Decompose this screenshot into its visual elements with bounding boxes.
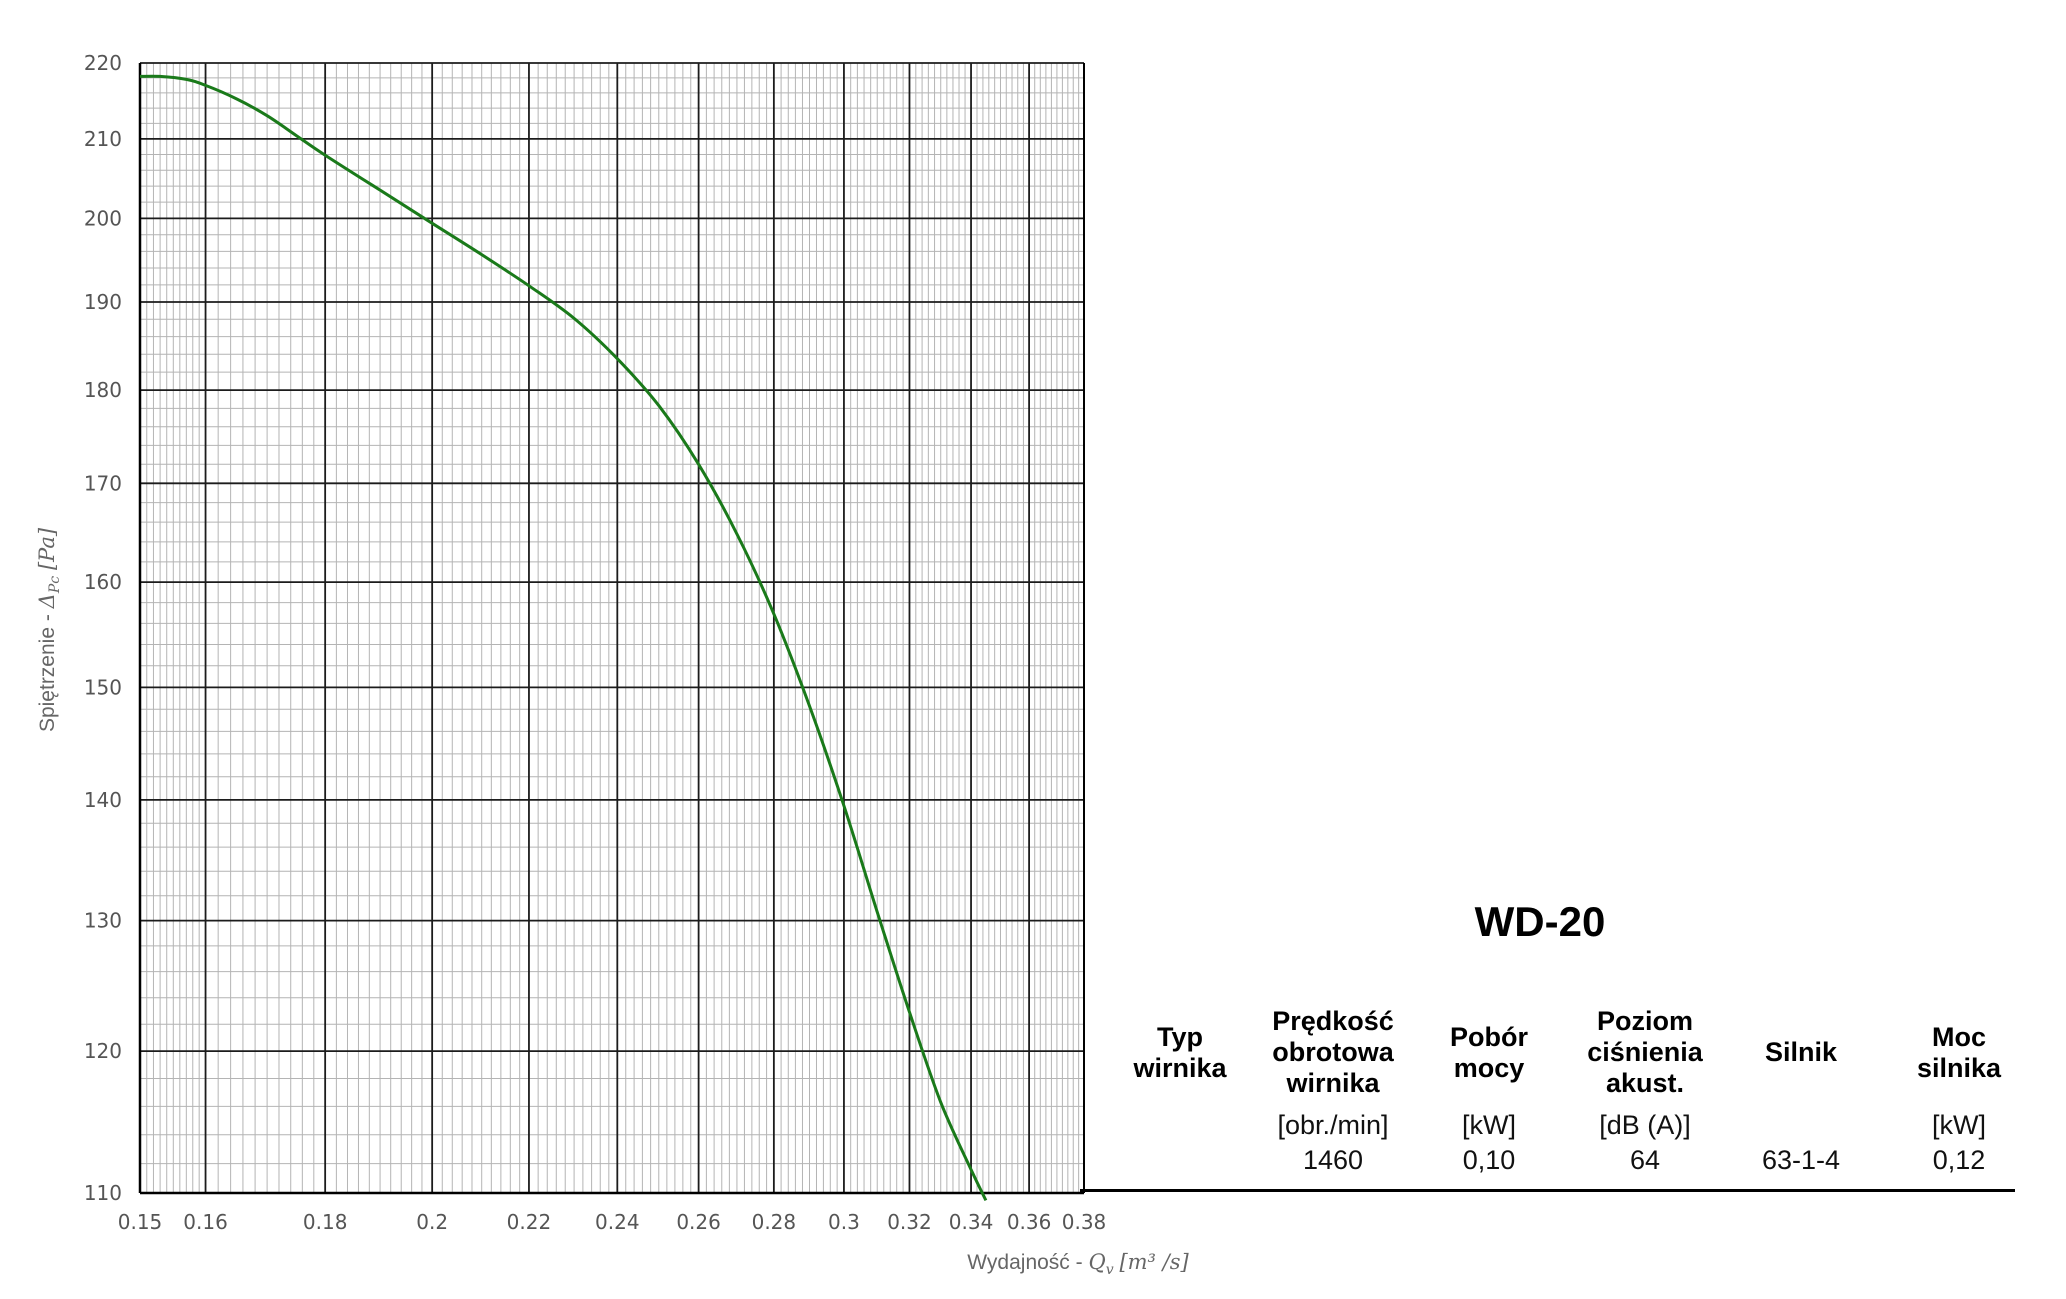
y-tick-label: 150 [84, 675, 122, 699]
y-tick-label: 110 [84, 1181, 122, 1205]
x-tick-label: 0.26 [676, 1210, 721, 1234]
y-tick-label: 120 [84, 1039, 122, 1063]
spec-unit: [dB (A)] [1599, 1110, 1691, 1140]
series-layer [139, 74, 988, 1202]
x-tick-label: 0.15 [118, 1210, 163, 1234]
x-axis-title: Wydajność - Qv [m³ /s] [967, 1250, 1189, 1278]
y-tick-label: 190 [84, 290, 122, 314]
spec-value: 63-1-4 [1761, 1145, 1841, 1175]
spec-header: Prędkość obrotowa wirnika [1272, 1006, 1394, 1098]
x-tick-label: 0.2 [416, 1210, 448, 1234]
x-tick-label: 0.34 [949, 1210, 994, 1234]
major-grid [138, 62, 1085, 1195]
spec-value: 0,10 [1462, 1145, 1516, 1175]
y-tick-label: 160 [84, 570, 122, 594]
spec-table: Typ wirnika Prędkość obrotowa wirnika [o… [1100, 1000, 2010, 1190]
x-tick-label: 0.22 [507, 1210, 552, 1234]
x-tick-label: 0.28 [752, 1210, 797, 1234]
spec-value: 64 [1629, 1145, 1661, 1175]
y-tick-label: 200 [84, 206, 122, 230]
spec-unit: [kW] [1462, 1110, 1516, 1140]
y-tick-label: 210 [84, 127, 122, 151]
minor-grid [140, 63, 1084, 1193]
table-bottom-rule [1080, 1189, 2015, 1192]
y-tick-label: 220 [84, 51, 122, 75]
x-tick-label: 0.16 [183, 1210, 228, 1234]
spec-unit: [kW] [1932, 1110, 1986, 1140]
performance-curve-line [139, 74, 988, 1202]
spec-header: Moc silnika [1916, 1021, 2002, 1083]
y-tick-label: 140 [84, 788, 122, 812]
y-tick-label: 170 [84, 471, 122, 495]
spec-value: 1460 [1302, 1145, 1364, 1175]
spec-value: 0,12 [1932, 1145, 1986, 1175]
x-tick-label: 0.18 [303, 1210, 348, 1234]
y-axis-title: Spiętrzenie - ΔPc [Pa] [35, 527, 63, 732]
x-tick-label: 0.32 [887, 1210, 932, 1234]
model-title: WD-20 [1474, 898, 1606, 945]
x-tick-label: 0.36 [1007, 1210, 1052, 1234]
spec-header: Typ wirnika [1133, 1021, 1227, 1083]
y-tick-label: 130 [84, 909, 122, 933]
x-tick-label: 0.3 [828, 1210, 860, 1234]
spec-header: Poziom ciśnienia akust. [1587, 1006, 1703, 1098]
spec-header: Silnik [1764, 1037, 1838, 1067]
spec-header: Pobór mocy [1450, 1021, 1528, 1083]
tick-labels: 0.15 0.16 0.18 0.2 0.22 0.24 0.26 0.28 0.3 0.32 0.… [84, 51, 1106, 1234]
y-tick-label: 180 [84, 378, 122, 402]
x-tick-label: 0.38 [1062, 1210, 1107, 1234]
x-tick-label: 0.24 [595, 1210, 640, 1234]
spec-unit: [obr./min] [1277, 1110, 1389, 1140]
